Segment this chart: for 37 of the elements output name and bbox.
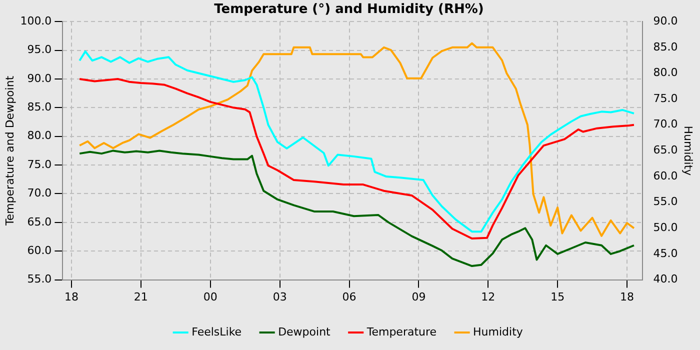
x-tick-label: 09 xyxy=(412,290,426,304)
y2-tick-label: 85.0 xyxy=(653,40,678,54)
y2-axis-title: Humidity xyxy=(682,126,695,176)
y2-tick-label: 55.0 xyxy=(653,195,678,208)
x-tick-label: 18 xyxy=(64,290,78,304)
y2-tick-label: 45.0 xyxy=(653,246,678,260)
x-tick-label: 12 xyxy=(481,290,496,304)
y-tick-label: 55.0 xyxy=(27,272,52,286)
y-tick-label: 90.0 xyxy=(27,72,52,85)
y2-tick-label: 75.0 xyxy=(653,92,678,105)
y-tick-label: 85.0 xyxy=(27,100,52,114)
y-tick-label: 95.0 xyxy=(27,43,52,56)
y-tick-label: 100.0 xyxy=(20,14,52,28)
y-tick-label: 75.0 xyxy=(27,158,52,171)
y2-tick-label: 65.0 xyxy=(653,144,678,157)
y-tick-label: 70.0 xyxy=(27,186,52,200)
x-tick-label: 03 xyxy=(272,290,287,304)
x-tick-label: 15 xyxy=(550,290,565,304)
legend-label: Dewpoint xyxy=(278,325,332,338)
y-tick-label: 80.0 xyxy=(27,129,52,142)
y-tick-label: 65.0 xyxy=(27,215,52,228)
x-tick-label: 21 xyxy=(134,290,148,304)
y2-tick-label: 60.0 xyxy=(653,169,678,182)
legend-label: Humidity xyxy=(473,325,524,338)
y2-tick-label: 90.0 xyxy=(653,14,678,28)
y-tick-label: 60.0 xyxy=(27,244,52,257)
legend-label: Temperature xyxy=(366,325,437,338)
x-tick-label: 06 xyxy=(342,290,356,304)
legend-label: FeelsLike xyxy=(192,325,242,338)
y2-tick-label: 80.0 xyxy=(653,66,678,80)
chart-title: Temperature (°) and Humidity (RH%) xyxy=(214,2,484,18)
y-axis-title: Temperature and Dewpoint xyxy=(3,75,16,227)
y2-tick-label: 70.0 xyxy=(653,118,678,131)
x-tick-label: 00 xyxy=(203,290,218,304)
y2-tick-label: 50.0 xyxy=(653,221,678,234)
x-tick-label: 18 xyxy=(620,290,634,304)
y2-tick-label: 40.0 xyxy=(653,272,678,286)
